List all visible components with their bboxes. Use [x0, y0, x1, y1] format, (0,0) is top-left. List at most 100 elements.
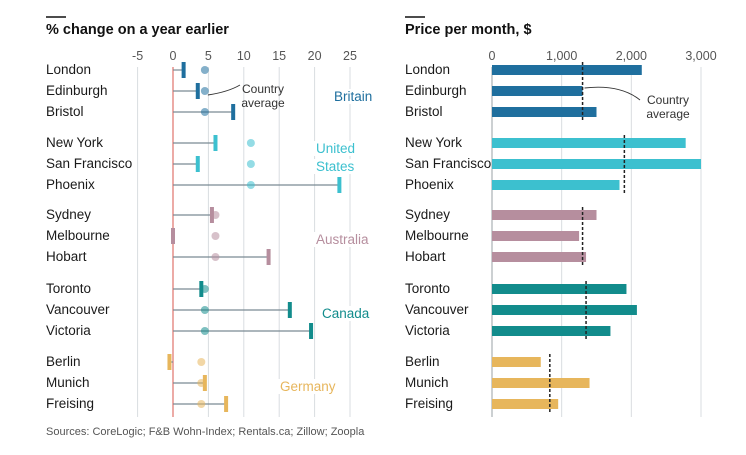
price-title: Price per month, $	[405, 22, 532, 38]
city-label: New York	[46, 135, 103, 150]
country-average-dot	[246, 139, 255, 147]
city-label: Sydney	[405, 207, 450, 222]
x-tick-label: 20	[308, 49, 322, 63]
annotation-text: average	[646, 107, 690, 121]
country-average-dot	[200, 108, 209, 116]
city-label: Berlin	[46, 354, 81, 369]
price-bar	[492, 210, 597, 220]
x-tick-label: 5	[205, 49, 212, 63]
city-label: Victoria	[46, 323, 91, 338]
price-bar	[492, 357, 541, 367]
price-bar	[492, 180, 620, 190]
city-label: Melbourne	[405, 228, 469, 243]
city-label: Sydney	[46, 207, 91, 222]
price-bar	[492, 399, 559, 409]
city-label: Berlin	[405, 354, 440, 369]
group-label: Australia	[316, 232, 369, 247]
city-label: Phoenix	[46, 177, 95, 192]
annotation-text: Country	[647, 93, 689, 107]
city-label: Edinburgh	[405, 83, 467, 98]
city-label: Freising	[46, 396, 94, 411]
price-bar	[492, 284, 627, 294]
country-average-dot	[200, 66, 209, 74]
city-change-marker	[171, 228, 175, 244]
city-label: San Francisco	[46, 156, 132, 171]
x-tick-label: 3,000	[685, 49, 716, 63]
city-label: Phoenix	[405, 177, 454, 192]
pct-change-chart: % change on a year earlier -5 0 5 10 15 20 25 …	[46, 16, 393, 417]
city-label: Hobart	[405, 249, 446, 264]
annotation-text: average	[241, 96, 285, 110]
x-tick-label: -5	[132, 49, 143, 63]
price-per-month-chart: Price per month, $ 0 1,000 2,000 3,000 Lond…	[405, 16, 717, 417]
city-change-marker	[224, 396, 229, 412]
group-label: States	[316, 159, 355, 174]
city-label: London	[405, 62, 450, 77]
city-change-marker	[213, 135, 218, 151]
city-change-marker	[167, 354, 172, 370]
price-bar	[492, 65, 642, 75]
annotation-text: Country	[242, 82, 284, 96]
country-average-dot	[211, 253, 220, 261]
city-label: Edinburgh	[46, 83, 108, 98]
annotation-leader	[584, 86, 641, 101]
city-change-marker	[202, 375, 207, 391]
group-label: Germany	[280, 379, 336, 394]
x-tick-label: 1,000	[546, 49, 577, 63]
city-label: Vancouver	[405, 302, 469, 317]
price-bar	[492, 231, 580, 241]
x-tick-label: 15	[272, 49, 286, 63]
price-bar	[492, 159, 701, 169]
country-average-dot	[246, 160, 255, 168]
country-average-dot	[246, 181, 255, 189]
group-label: Britain	[334, 89, 372, 104]
city-change-marker	[337, 177, 342, 193]
city-change-marker	[181, 62, 186, 78]
price-bar	[492, 107, 597, 117]
city-change-marker	[309, 323, 314, 339]
city-label: London	[46, 62, 91, 77]
group-label-bg	[312, 141, 367, 156]
city-label: Victoria	[405, 323, 450, 338]
x-tick-label: 0	[489, 49, 496, 63]
city-change-marker	[209, 207, 214, 223]
city-label: San Francisco	[405, 156, 491, 171]
source-note: Sources: CoreLogic; F&B Wohn-Index; Rent…	[46, 426, 365, 438]
price-bar	[492, 252, 587, 262]
country-average-dot	[200, 306, 209, 314]
city-change-marker	[195, 156, 200, 172]
price-bar	[492, 305, 637, 315]
x-tick-label: 25	[343, 49, 357, 63]
city-label: Vancouver	[46, 302, 110, 317]
city-change-marker	[231, 104, 236, 120]
price-bar	[492, 86, 583, 96]
country-average-dot	[211, 232, 220, 240]
city-label: Bristol	[46, 104, 84, 119]
annotation-leader	[207, 84, 241, 96]
city-label: Freising	[405, 396, 453, 411]
pct-change-title: % change on a year earlier	[46, 22, 229, 38]
group-label-bg	[318, 306, 373, 321]
city-label: Bristol	[405, 104, 443, 119]
city-label: Hobart	[46, 249, 87, 264]
group-label-bg	[312, 232, 391, 247]
city-label: Munich	[46, 375, 90, 390]
city-label: Melbourne	[46, 228, 110, 243]
price-bar	[492, 378, 590, 388]
price-bar	[492, 138, 686, 148]
group-label-bg	[312, 159, 367, 174]
city-label: Toronto	[405, 281, 450, 296]
price-bar	[492, 326, 611, 336]
city-change-marker	[195, 83, 200, 99]
city-change-marker	[266, 249, 271, 265]
group-label-bg	[276, 379, 339, 394]
city-change-marker	[287, 302, 292, 318]
x-tick-label: 10	[237, 49, 251, 63]
group-label: Canada	[322, 306, 370, 321]
city-change-marker	[199, 281, 204, 297]
country-average-dot	[200, 327, 209, 335]
group-label: United	[316, 141, 355, 156]
city-label: New York	[405, 135, 462, 150]
city-label: Toronto	[46, 281, 91, 296]
